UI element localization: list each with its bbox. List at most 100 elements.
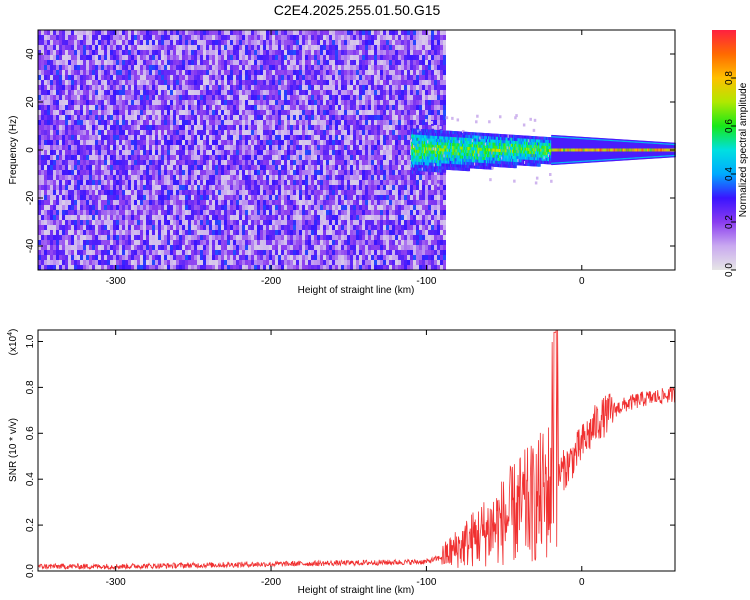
spectrogram-cell (173, 245, 176, 250)
spectrogram-cell (101, 45, 104, 50)
spectrogram-cell (296, 55, 299, 60)
spectrogram-cell (176, 185, 179, 190)
spectrogram-cell (242, 235, 245, 240)
spectrogram-cell (95, 125, 98, 130)
spectrogram-cell (62, 215, 65, 220)
spectrogram-cell (161, 140, 164, 145)
spectrogram-cell (245, 40, 248, 45)
spectrogram-cell (269, 255, 272, 260)
spectrogram-cell (275, 150, 278, 155)
spectrogram-cell (329, 85, 332, 90)
spectrogram-cell (41, 130, 44, 135)
spectrogram-cell (77, 195, 80, 200)
spectrogram-cell (140, 185, 143, 190)
spectrogram-cell (209, 65, 212, 70)
spectrogram-cell (275, 245, 278, 250)
spectrogram-cell (191, 150, 194, 155)
spectrogram-cell (194, 245, 197, 250)
spectrogram-cell (59, 90, 62, 95)
spectrogram-cell (125, 90, 128, 95)
spectrogram-cell (125, 35, 128, 40)
spectrogram-cell (200, 30, 203, 35)
spectrogram-cell (86, 215, 89, 220)
spectrogram-cell (233, 195, 236, 200)
spectrogram-cell (185, 75, 188, 80)
spectrogram-cell (206, 260, 209, 265)
spectrogram-cell (323, 75, 326, 80)
spectrogram-cell (182, 240, 185, 245)
spectrogram-cell (344, 250, 347, 255)
spectrogram-cell (161, 75, 164, 80)
spectrogram-cell (38, 180, 41, 185)
spectrogram-cell (206, 90, 209, 95)
spectrogram-cell (164, 230, 167, 235)
spectrogram-cell (152, 195, 155, 200)
spectrogram-cell (128, 265, 131, 270)
spectrogram-cell (41, 120, 44, 125)
spectrogram-cell (191, 265, 194, 270)
spectrogram-cell (260, 100, 263, 105)
spectrogram-cell (311, 170, 314, 175)
spectrogram-cell (143, 210, 146, 215)
spectrogram-cell (56, 230, 59, 235)
spectrogram-cell (332, 145, 335, 150)
spectrogram-cell (311, 75, 314, 80)
spectrogram-cell (338, 80, 341, 85)
spectrogram-cell (98, 190, 101, 195)
spectrogram-cell (74, 105, 77, 110)
spectrogram-cell (215, 235, 218, 240)
spectrogram-cell (44, 215, 47, 220)
spectrogram-cell (146, 215, 149, 220)
spectrogram-cell (284, 30, 287, 35)
spectrogram-cell (185, 255, 188, 260)
spectrogram-cell (92, 225, 95, 230)
spectrogram-cell (140, 165, 143, 170)
spectrogram-cell (65, 240, 68, 245)
spectrogram-cell (284, 160, 287, 165)
spectrogram-cell (242, 185, 245, 190)
spectrogram-cell (287, 165, 290, 170)
spectrogram-cell (302, 175, 305, 180)
spectrogram-cell (272, 30, 275, 35)
spectrogram-cell (170, 105, 173, 110)
spectrogram-cell (278, 165, 281, 170)
spectrogram-cell (323, 70, 326, 75)
spectrogram-cell (287, 185, 290, 190)
spectrogram-cell (284, 40, 287, 45)
spectrogram-cell (329, 125, 332, 130)
spectrogram-cell (230, 130, 233, 135)
spectrogram-cell (92, 155, 95, 160)
spectrogram-cell (197, 225, 200, 230)
spectrogram-cell (50, 115, 53, 120)
spectrogram-cell (107, 85, 110, 90)
spectrogram-cell (320, 135, 323, 140)
spectrogram-cell (95, 80, 98, 85)
spectrogram-cell (173, 155, 176, 160)
spectrogram-cell (80, 225, 83, 230)
spectrogram-cell (140, 205, 143, 210)
spectrogram-cell (332, 55, 335, 60)
spectrogram-cell (101, 255, 104, 260)
spectrogram-cell (242, 55, 245, 60)
spectrogram-cell (287, 250, 290, 255)
spectrogram-cell (200, 110, 203, 115)
spectrogram-cell (56, 60, 59, 65)
spectrogram-cell (65, 205, 68, 210)
spectrogram-cell (344, 185, 347, 190)
spectrogram-cell (71, 215, 74, 220)
spectrogram-cell (47, 95, 50, 100)
spectrogram-cell (254, 105, 257, 110)
spectrogram-cell (92, 160, 95, 165)
spectrogram-cell (155, 35, 158, 40)
spectrogram-cell (146, 235, 149, 240)
spectrogram-cell (317, 230, 320, 235)
spectrogram-cell (341, 55, 344, 60)
spectrogram-cell (59, 205, 62, 210)
spectrogram-cell (131, 215, 134, 220)
spectrogram-cell (128, 175, 131, 180)
spectrogram-cell (209, 145, 212, 150)
spectrogram-cell (323, 40, 326, 45)
spectrogram-cell (137, 170, 140, 175)
spectrogram-cell (182, 40, 185, 45)
spectrogram-cell (293, 210, 296, 215)
